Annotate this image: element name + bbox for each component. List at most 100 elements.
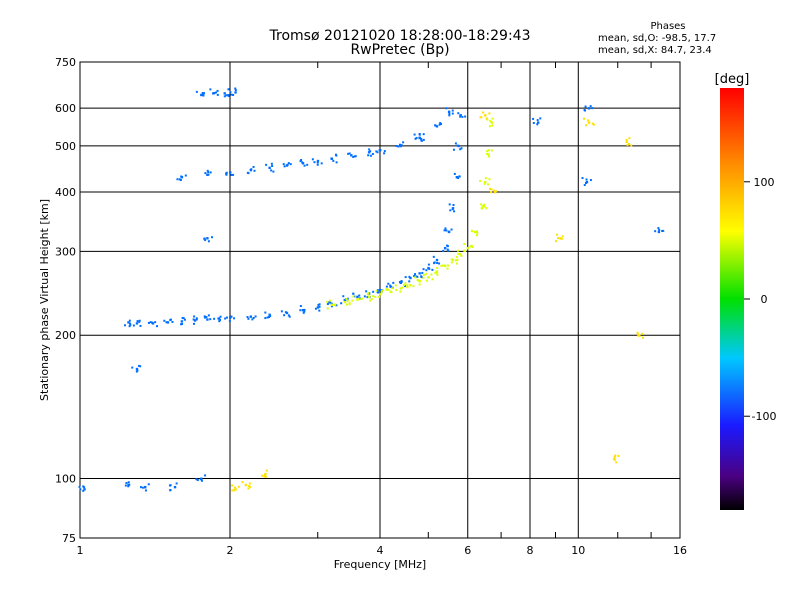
echo-point bbox=[412, 285, 415, 288]
echo-point bbox=[488, 178, 491, 181]
echo-point bbox=[422, 133, 425, 136]
echo-point bbox=[248, 484, 251, 487]
echo-point bbox=[179, 179, 182, 182]
echo-point bbox=[348, 152, 351, 155]
y-tick-label: 75 bbox=[62, 532, 76, 545]
echo-point bbox=[494, 190, 497, 193]
echo-point bbox=[219, 315, 222, 318]
echo-point bbox=[464, 115, 467, 118]
x-tick-label: 8 bbox=[527, 544, 534, 557]
echo-point bbox=[387, 288, 390, 291]
echo-point bbox=[539, 117, 542, 120]
echo-point bbox=[431, 268, 434, 271]
data-point bbox=[301, 308, 305, 312]
echo-point bbox=[416, 279, 419, 282]
x-tick-label: 6 bbox=[464, 544, 471, 557]
echo-point bbox=[454, 142, 457, 145]
echo-point bbox=[625, 138, 628, 141]
echo-point bbox=[476, 230, 479, 233]
echo-point bbox=[399, 290, 402, 293]
echo-point bbox=[450, 228, 453, 231]
echo-point bbox=[483, 205, 486, 208]
echo-point bbox=[287, 162, 290, 165]
data-point bbox=[212, 92, 215, 95]
echo-point bbox=[487, 149, 490, 152]
echo-point bbox=[383, 152, 386, 155]
phases-o-stats: mean, sd,O: -98.5, 17.7 bbox=[598, 33, 717, 44]
echo-point bbox=[348, 303, 351, 306]
echo-point bbox=[375, 150, 378, 153]
echo-point bbox=[402, 141, 405, 144]
echo-point bbox=[365, 290, 368, 293]
echo-point bbox=[206, 169, 209, 172]
echo-point bbox=[352, 155, 355, 158]
data-point bbox=[443, 264, 447, 268]
echo-point bbox=[400, 144, 403, 147]
echo-point bbox=[456, 176, 459, 179]
data-point bbox=[484, 114, 487, 117]
echo-point bbox=[532, 117, 535, 120]
echo-point bbox=[461, 115, 464, 118]
echo-point bbox=[376, 289, 379, 292]
echo-point bbox=[376, 151, 379, 154]
echo-point bbox=[458, 175, 461, 178]
y-tick-label: 300 bbox=[55, 245, 76, 258]
echo-point bbox=[414, 273, 417, 276]
echo-point bbox=[457, 112, 460, 115]
echo-point bbox=[390, 291, 393, 294]
echo-point bbox=[196, 479, 199, 482]
echo-point bbox=[210, 236, 213, 239]
echo-point bbox=[231, 484, 234, 487]
echo-point bbox=[218, 320, 221, 323]
echo-point bbox=[270, 162, 273, 165]
echo-point bbox=[628, 137, 631, 140]
echo-point bbox=[592, 123, 595, 126]
echo-point bbox=[303, 310, 306, 313]
echo-point bbox=[381, 289, 384, 292]
echo-point bbox=[440, 265, 443, 268]
echo-point bbox=[366, 293, 369, 296]
echo-point bbox=[455, 259, 458, 262]
echo-point bbox=[283, 165, 286, 168]
echo-point bbox=[178, 178, 181, 181]
echo-point bbox=[662, 229, 665, 232]
echo-point bbox=[415, 136, 418, 139]
echo-point bbox=[403, 284, 406, 287]
echo-point bbox=[630, 144, 633, 147]
echo-point bbox=[418, 133, 421, 136]
echo-point bbox=[436, 266, 439, 269]
echo-point bbox=[213, 92, 216, 95]
chart-title: Tromsø 20121020 18:28:00-18:29:43 bbox=[269, 28, 531, 44]
echo-point bbox=[367, 292, 370, 295]
echo-point bbox=[232, 93, 235, 96]
echo-point bbox=[613, 458, 616, 461]
echo-point bbox=[444, 227, 447, 230]
echo-point bbox=[455, 255, 458, 258]
echo-point bbox=[488, 125, 491, 128]
data-point bbox=[435, 258, 439, 262]
echo-point bbox=[201, 92, 204, 95]
echo-point bbox=[202, 94, 205, 97]
echo-point bbox=[283, 314, 286, 317]
data-point bbox=[473, 230, 477, 234]
echo-point bbox=[141, 486, 144, 489]
echo-point bbox=[400, 280, 403, 283]
echo-point bbox=[425, 279, 428, 282]
echo-point bbox=[147, 321, 150, 324]
echo-point bbox=[638, 334, 641, 337]
echo-point bbox=[450, 261, 453, 264]
echo-point bbox=[176, 178, 179, 181]
echo-point bbox=[369, 299, 372, 302]
echo-point bbox=[363, 295, 366, 298]
data-point bbox=[399, 287, 403, 290]
echo-point bbox=[422, 268, 425, 271]
echo-point bbox=[203, 315, 206, 318]
echo-point bbox=[389, 284, 392, 287]
echo-point bbox=[451, 208, 454, 211]
echo-point bbox=[408, 275, 411, 278]
echo-point bbox=[459, 115, 462, 118]
echo-point bbox=[445, 229, 448, 232]
echo-point bbox=[330, 157, 333, 160]
echo-point bbox=[151, 321, 154, 324]
echo-point bbox=[422, 138, 425, 141]
